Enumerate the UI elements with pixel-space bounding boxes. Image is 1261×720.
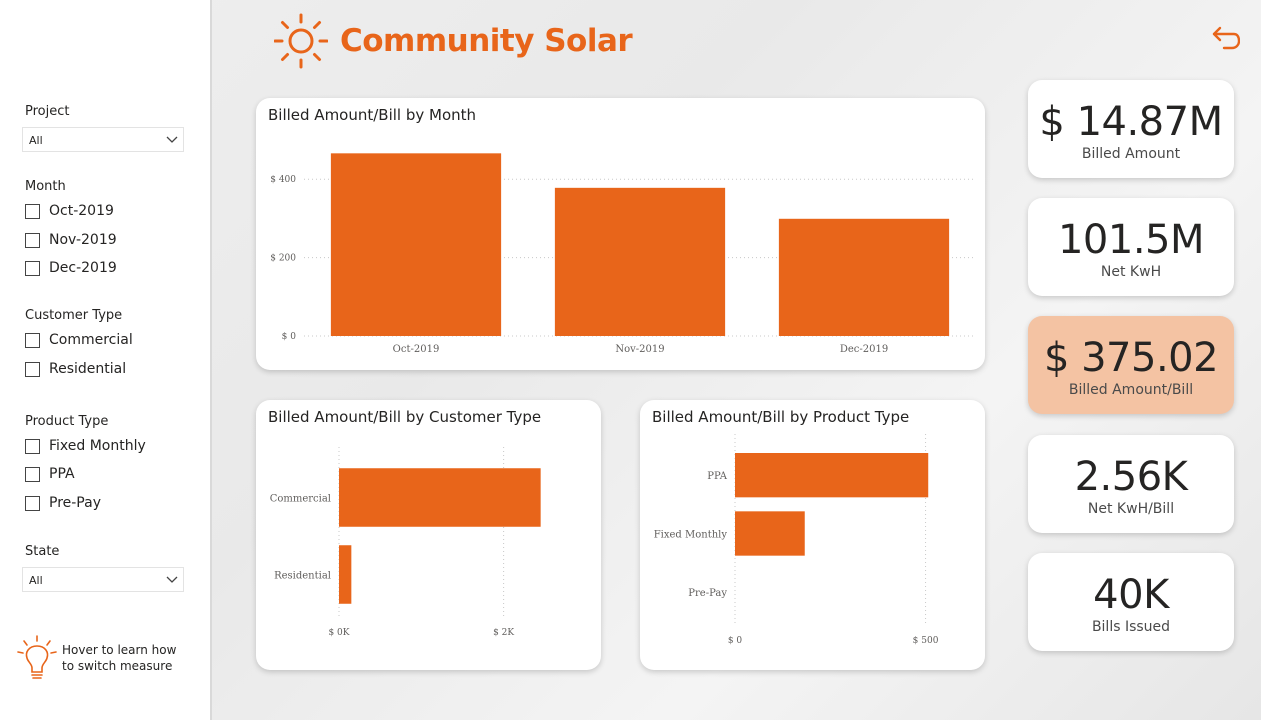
product-type-slicer-title: Product Type [25, 414, 109, 429]
bar [339, 545, 352, 604]
bar [735, 511, 805, 556]
x-tick-label: Dec-2019 [840, 344, 888, 355]
bar [339, 468, 541, 527]
checkbox[interactable] [25, 332, 40, 348]
kpi-label: Billed Amount [1081, 146, 1181, 162]
back-arrow-icon[interactable] [1208, 22, 1240, 54]
y-tick-label: Pre-Pay [688, 588, 727, 599]
sun-icon [274, 13, 328, 69]
option-label: Pre-Pay [49, 495, 101, 511]
report-header: Community Solar [274, 12, 633, 70]
option-label: Commercial [49, 332, 133, 348]
month-option-oct-2019[interactable]: Oct-2019 [25, 202, 114, 220]
month-chart-card[interactable]: Billed Amount/Bill by Month $ 0 $ 200 $ 40… [256, 98, 985, 370]
bar [778, 218, 950, 336]
measure-hint[interactable]: Hover to learn how to switch measure [16, 634, 192, 682]
chevron-down-icon [166, 576, 178, 583]
hint-text: Hover to learn how to switch measure [62, 643, 177, 673]
y-tick-label: $ 400 [270, 175, 296, 185]
month-option-nov-2019[interactable]: Nov-2019 [25, 231, 117, 249]
product-option-fixed-monthly[interactable]: Fixed Monthly [25, 437, 146, 455]
state-dropdown-value: All [29, 574, 43, 587]
option-label: Oct-2019 [49, 203, 114, 219]
state-slicer-title: State [25, 544, 60, 559]
kpi-label: Billed Amount/Bill [1068, 382, 1194, 398]
option-label: Fixed Monthly [49, 438, 146, 454]
y-tick-label: $ 200 [270, 254, 296, 264]
product-option-ppa[interactable]: PPA [25, 465, 75, 483]
y-tick-label: Commercial [270, 494, 331, 505]
kpi-billed-amount-per-bill[interactable]: $ 375.02 Billed Amount/Bill [1028, 316, 1234, 414]
checkbox[interactable] [25, 495, 40, 511]
checkbox[interactable] [25, 232, 40, 248]
checkbox[interactable] [25, 361, 40, 377]
y-tick-label: PPA [707, 471, 728, 482]
project-dropdown[interactable]: All [22, 127, 184, 152]
kpi-net-kwh[interactable]: 101.5M Net KwH [1028, 198, 1234, 296]
kpi-bills-issued[interactable]: 40K Bills Issued [1028, 553, 1234, 651]
customer-option-commercial[interactable]: Commercial [25, 331, 133, 349]
option-label: PPA [49, 466, 75, 482]
y-tick-label: Residential [274, 571, 331, 582]
project-dropdown-value: All [29, 134, 43, 147]
product-chart-card[interactable]: Billed Amount/Bill by Product Type $ 0 $ … [640, 400, 985, 670]
project-slicer-title: Project [25, 104, 70, 119]
lightbulb-icon [17, 635, 57, 679]
option-label: Dec-2019 [49, 260, 117, 276]
option-label: Nov-2019 [49, 232, 117, 248]
x-tick-label: Nov-2019 [615, 344, 664, 355]
checkbox[interactable] [25, 438, 40, 454]
chevron-down-icon [166, 136, 178, 143]
kpi-value: 40K [1093, 572, 1169, 618]
x-tick-label: $ 0K [328, 628, 349, 638]
month-bar-chart: $ 0 $ 200 $ 400 Oct-2019 Nov-2019 Dec-2019 [270, 153, 976, 355]
state-dropdown[interactable]: All [22, 567, 184, 592]
option-label: Residential [49, 361, 127, 377]
kpi-label: Bills Issued [1091, 619, 1171, 635]
kpi-billed-amount[interactable]: $ 14.87M Billed Amount [1028, 80, 1234, 178]
bar [330, 153, 502, 336]
x-tick-label: $ 500 [913, 636, 939, 646]
x-tick-label: $ 0 [728, 636, 743, 646]
kpi-label: Net KwH [1100, 264, 1162, 280]
checkbox[interactable] [25, 260, 40, 276]
kpi-value: 2.56K [1074, 454, 1188, 500]
month-slicer-title: Month [25, 179, 66, 194]
bar [554, 187, 726, 336]
kpi-value: $ 14.87M [1039, 99, 1223, 145]
x-tick-label: $ 2K [493, 628, 514, 638]
kpi-label: Net KwH/Bill [1087, 501, 1175, 517]
checkbox[interactable] [25, 466, 40, 482]
x-tick-label: Oct-2019 [393, 344, 440, 355]
customer-bar-chart: $ 0K $ 2K Commercial Residential [270, 447, 541, 638]
product-bar-chart: $ 0 $ 500 PPA Fixed Monthly Pre-Pay [654, 434, 939, 646]
chart-title: Billed Amount/Bill by Customer Type [268, 408, 542, 426]
report-title: Community Solar [340, 23, 633, 59]
y-tick-label: $ 0 [282, 332, 297, 342]
chart-title: Billed Amount/Bill by Product Type [652, 408, 910, 426]
customer-option-residential[interactable]: Residential [25, 360, 126, 378]
customer-chart-card[interactable]: Billed Amount/Bill by Customer Type $ 0K… [256, 400, 601, 670]
bar [735, 453, 929, 498]
checkbox[interactable] [25, 203, 40, 219]
kpi-value: $ 375.02 [1043, 335, 1219, 381]
filter-pane: Project All Month Oct-2019 Nov-2019 Dec-… [0, 0, 212, 720]
kpi-net-kwh-per-bill[interactable]: 2.56K Net KwH/Bill [1028, 435, 1234, 533]
customer-type-slicer-title: Customer Type [25, 308, 123, 323]
y-tick-label: Fixed Monthly [654, 530, 728, 541]
kpi-value: 101.5M [1057, 217, 1205, 263]
product-option-pre-pay[interactable]: Pre-Pay [25, 494, 101, 512]
chart-title: Billed Amount/Bill by Month [268, 106, 477, 124]
month-option-dec-2019[interactable]: Dec-2019 [25, 259, 117, 277]
